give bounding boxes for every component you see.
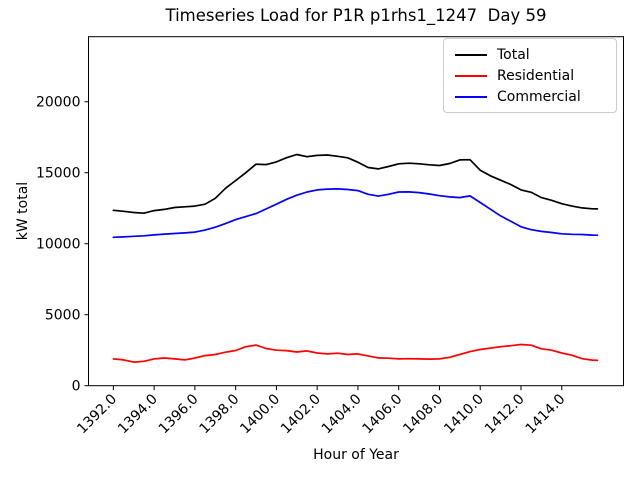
y-tick-label: 15000 xyxy=(36,166,81,182)
series-line-total xyxy=(112,153,599,215)
legend-item-commercial: Commercial xyxy=(455,90,610,104)
y-axis-label: kW total xyxy=(15,181,31,241)
axes-frame xyxy=(88,36,624,387)
legend-line-total xyxy=(455,53,487,56)
y-tick-label: 20000 xyxy=(36,95,81,111)
legend-item-residential: Residential xyxy=(455,69,610,83)
series-line-residential xyxy=(112,343,599,363)
legend-label-residential: Residential xyxy=(497,67,575,84)
x-tick-label: 1392.0 xyxy=(74,391,120,437)
x-tick-label: 1408.0 xyxy=(400,391,446,437)
x-tick-label: 1394.0 xyxy=(115,391,161,437)
y-tick-label: 0 xyxy=(72,379,81,395)
x-tick-label: 1412.0 xyxy=(482,391,528,437)
x-tick-label: 1400.0 xyxy=(237,391,283,437)
y-tick-label: 10000 xyxy=(36,237,81,253)
x-tick-label: 1406.0 xyxy=(360,391,406,437)
x-tick-label: 1398.0 xyxy=(197,391,243,437)
x-tick-label: 1402.0 xyxy=(278,391,324,437)
legend-label-total: Total xyxy=(497,46,530,63)
x-tick-label: 1410.0 xyxy=(441,391,487,437)
x-tick-label: 1404.0 xyxy=(319,391,365,437)
x-tick-label: 1396.0 xyxy=(156,391,202,437)
legend: Total Residential Commercial xyxy=(443,38,617,113)
legend-line-residential xyxy=(455,74,487,77)
x-tick-label: 1414.0 xyxy=(523,391,569,437)
legend-line-commercial xyxy=(455,95,487,98)
legend-label-commercial: Commercial xyxy=(497,88,581,105)
series-line-commercial xyxy=(112,188,599,239)
chart-title: Timeseries Load for P1R p1rhs1_1247 Day … xyxy=(165,6,547,25)
y-tick-label: 5000 xyxy=(45,308,81,324)
legend-item-total: Total xyxy=(455,48,610,62)
x-axis-label: Hour of Year xyxy=(313,447,399,463)
